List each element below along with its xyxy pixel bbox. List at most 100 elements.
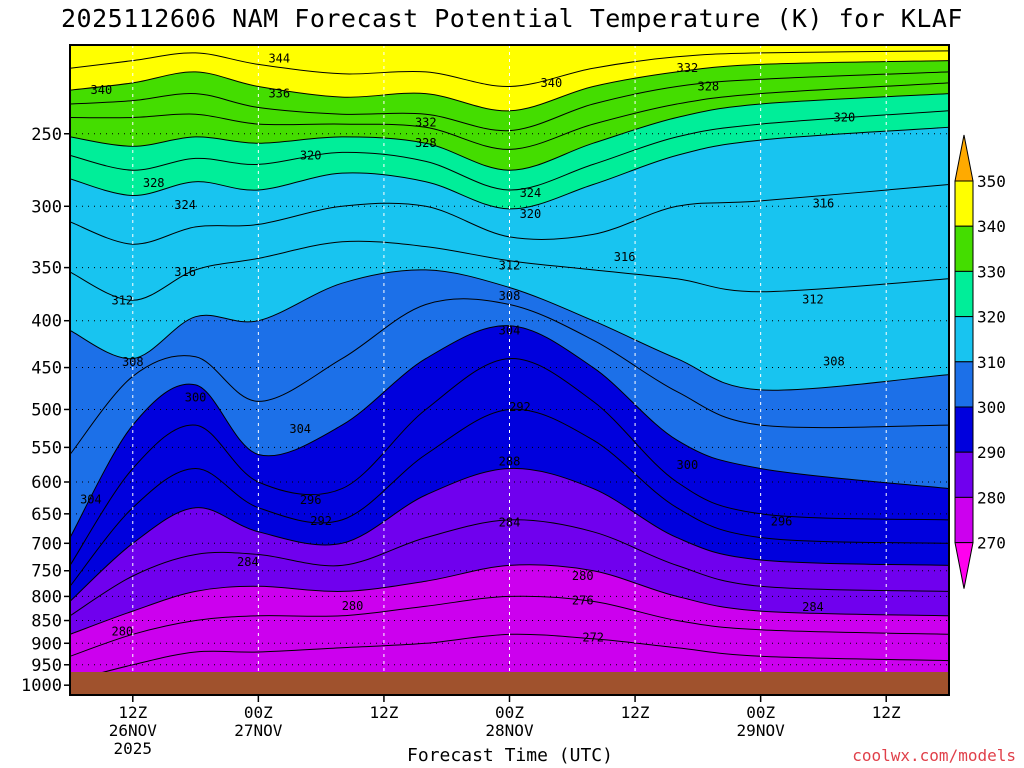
contour-label-284: 284 [802,600,824,614]
y-tick-label-350: 350 [31,259,62,279]
y-tick-label-650: 650 [31,505,62,525]
contour-label-300: 300 [185,390,207,404]
y-tick-label-900: 900 [31,634,62,654]
contour-line-324 [70,110,949,191]
contour-line-308 [70,269,949,391]
contour-lines [70,50,949,682]
contour-line-340 [70,60,949,112]
x-tick-label: 29NOV [737,721,786,740]
y-tick-label-550: 550 [31,438,62,458]
contour-label-332: 332 [415,115,437,129]
contour-label-300: 300 [677,458,699,472]
y-tick-label-750: 750 [31,562,62,582]
x-tick-label: 26NOV [109,721,158,740]
contour-label-280: 280 [572,569,594,583]
contour-label-312: 312 [802,292,824,306]
ground-surface [70,672,949,695]
colorbar-band-280 [954,451,974,498]
contour-label-280: 280 [111,625,133,639]
colorbar-band-330 [954,225,974,272]
contour-line-276 [70,595,949,657]
contour-label-308: 308 [122,355,144,369]
contour-label-340: 340 [91,83,113,97]
contour-label-304: 304 [289,422,311,436]
y-tick-label-250: 250 [31,125,62,145]
contour-line-296 [70,358,949,566]
contour-label-292: 292 [509,400,531,414]
contour-label-308: 308 [499,289,521,303]
credit-link[interactable]: coolwx.com/models [852,746,1016,765]
contour-label-312: 312 [111,293,133,307]
contour-line-288 [70,467,949,602]
y-tick-label-400: 400 [31,312,62,332]
colorbar-band-290 [954,406,974,453]
contour-line-344 [70,50,949,88]
colorbar-band-300 [954,361,974,408]
contour-label-296: 296 [300,493,322,507]
contour-label-308: 308 [823,354,845,368]
contour-line-316 [70,184,949,245]
x-tick-label: 27NOV [234,721,283,740]
y-tick-label-800: 800 [31,587,62,607]
y-tick-label-600: 600 [31,473,62,493]
contour-label-320: 320 [300,148,322,162]
x-tick-label: 12Z [621,703,650,722]
contour-label-280: 280 [342,599,364,613]
colorbar-under-arrow [954,542,974,589]
contour-line-332 [70,82,949,150]
contour-line-272 [70,633,949,682]
x-tick-label: 12Z [118,703,147,722]
contour-line-328 [70,93,949,171]
contour-label-316: 316 [614,250,636,264]
y-tick-label-950: 950 [31,656,62,676]
contour-line-312 [70,240,949,301]
contour-label-272: 272 [582,630,604,644]
contour-line-336 [70,71,949,132]
contour-label-276: 276 [572,593,594,607]
chart-title: 2025112606 NAM Forecast Potential Temper… [61,4,963,33]
contour-label-316: 316 [813,197,835,211]
contour-label-328: 328 [415,136,437,150]
x-tick-label: 00Z [495,703,524,722]
contour-labels: 344 340 340 336 332 332 328 328 328 324 324 320 320 3… [80,52,855,645]
colorbar-band-310 [954,316,974,363]
contour-label-312: 312 [499,258,521,272]
contour-label-288: 288 [499,455,521,469]
x-axis-label: Forecast Time (UTC) [407,745,613,766]
colorbar-over-arrow [954,134,974,182]
contour-label-304: 304 [499,324,521,338]
colorbar-label-320: 320 [977,308,1006,327]
contour-line-292 [70,408,949,587]
colorbar-band-270 [954,496,974,544]
colorbar-label-270: 270 [977,534,1006,553]
x-tick-label: 12Z [369,703,398,722]
contour-label-336: 336 [268,87,290,101]
contour-label-324: 324 [520,186,542,200]
contour-label-340: 340 [541,76,563,90]
contour-label-328: 328 [143,176,165,190]
x-tick-label: 12Z [872,703,901,722]
y-axis-ticks: 2503003504004505005506006507007508008509… [21,125,70,696]
y-tick-label-700: 700 [31,534,62,554]
x-tick-label: 2025 [114,739,153,758]
colorbar-band-340 [954,180,974,227]
contour-line-284 [70,519,949,617]
contour-label-344: 344 [268,52,290,66]
contour-label-292: 292 [310,514,332,528]
contour-line-304 [70,298,949,455]
y-tick-label-850: 850 [31,612,62,632]
y-tick-label-300: 300 [31,197,62,217]
contour-label-296: 296 [771,515,793,529]
contour-line-320 [70,126,949,210]
colorbar: 350 340 330 320 310 300 290 280 270 [954,134,1006,589]
contour-label-284: 284 [499,515,521,529]
y-tick-label-1000: 1000 [21,676,62,696]
y-tick-label-450: 450 [31,359,62,379]
colorbar-label-300: 300 [977,398,1006,417]
colorbar-band-320 [954,270,974,318]
contour-label-304: 304 [80,492,102,506]
x-tick-label: 28NOV [485,721,534,740]
y-tick-label-500: 500 [31,400,62,420]
